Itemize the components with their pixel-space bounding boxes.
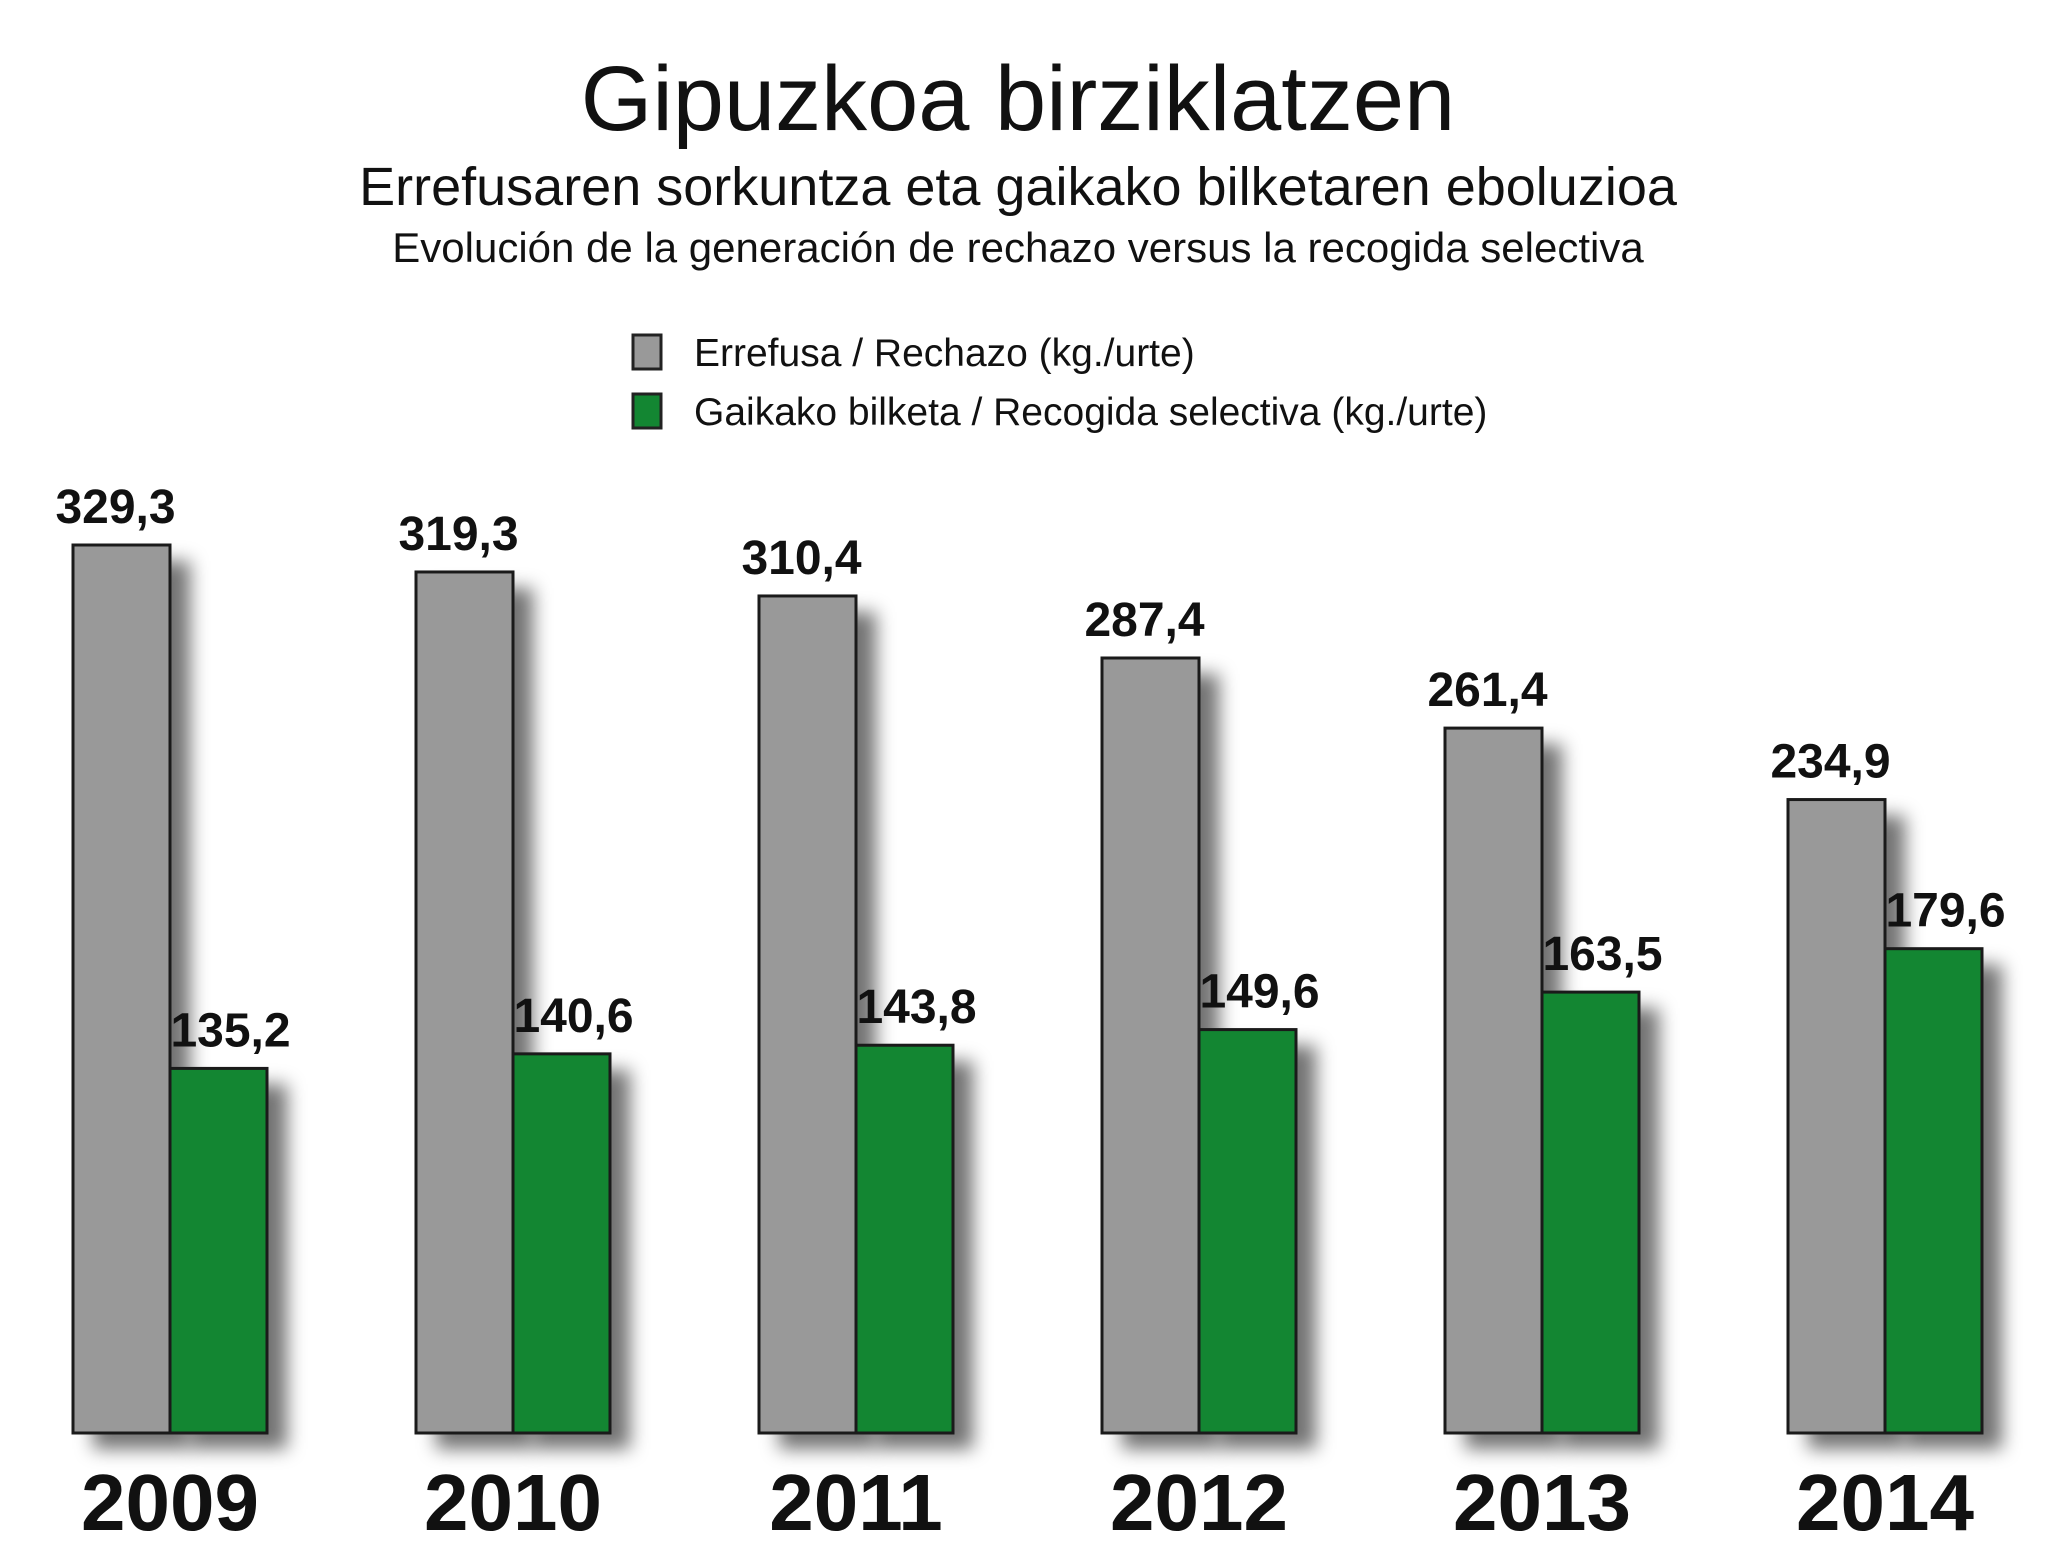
legend-label-recogida: Gaikako bilketa / Recogida selectiva (kg… <box>694 391 1487 434</box>
value-label-rechazo-2011: 310,4 <box>741 532 861 585</box>
bar-rechazo-2013 <box>1443 726 1544 1435</box>
value-label-recogida-2012: 149,6 <box>1199 966 1319 1019</box>
chart-subtitle-secondary: Evolución de la generación de rechazo ve… <box>392 224 1644 271</box>
legend-label-rechazo: Errefusa / Rechazo (kg./urte) <box>694 332 1195 375</box>
bar-rechazo-2010 <box>414 570 515 1435</box>
bar-rechazo-2009 <box>71 543 172 1435</box>
value-label-rechazo-2012: 287,4 <box>1084 594 1204 647</box>
legend-swatch-rechazo <box>631 333 663 371</box>
legend: Errefusa / Rechazo (kg./urte) Gaikako bi… <box>631 332 1487 434</box>
bar-shadows <box>93 561 2002 1449</box>
value-label-recogida-2011: 143,8 <box>856 981 976 1034</box>
value-label-rechazo-2013: 261,4 <box>1427 664 1547 717</box>
bar-rechazo-2014 <box>1786 798 1887 1435</box>
bar-rechazo-2011 <box>757 594 858 1435</box>
year-label-2011: 2011 <box>769 1458 943 1544</box>
year-label-2012: 2012 <box>1110 1458 1288 1544</box>
bar-rechazo-2012 <box>1100 656 1201 1435</box>
bar-recogida-2012 <box>1197 1028 1298 1435</box>
value-label-rechazo-2014: 234,9 <box>1770 736 1890 789</box>
chart-subtitle: Errefusaren sorkuntza eta gaikako bilket… <box>359 157 1678 217</box>
value-label-rechazo-2010: 319,3 <box>398 508 518 561</box>
year-labels: 2009 2010 2011 2012 2013 2014 <box>81 1458 1974 1544</box>
bar-recogida-2009 <box>168 1066 269 1435</box>
bar-recogida-2014 <box>1883 947 1984 1435</box>
value-label-recogida-2010: 140,6 <box>513 990 633 1043</box>
bar-recogida-2010 <box>511 1052 612 1435</box>
value-labels: 329,3 135,2 319,3 140,6 310,4 143,8 287,4 149,6… <box>55 481 2005 1057</box>
value-label-recogida-2009: 135,2 <box>170 1004 290 1057</box>
bar-recogida-2013 <box>1540 990 1641 1435</box>
legend-swatch-recogida <box>631 392 663 430</box>
year-label-2013: 2013 <box>1453 1458 1631 1544</box>
year-label-2009: 2009 <box>81 1458 259 1544</box>
year-label-2010: 2010 <box>424 1458 602 1544</box>
value-label-recogida-2013: 163,5 <box>1542 928 1662 981</box>
bars <box>71 543 1984 1435</box>
year-label-2014: 2014 <box>1796 1458 1974 1544</box>
chart-title: Gipuzkoa birziklatzen <box>581 48 1455 150</box>
value-label-rechazo-2009: 329,3 <box>55 481 175 534</box>
bar-recogida-2011 <box>854 1043 955 1435</box>
value-label-recogida-2014: 179,6 <box>1885 885 2005 938</box>
